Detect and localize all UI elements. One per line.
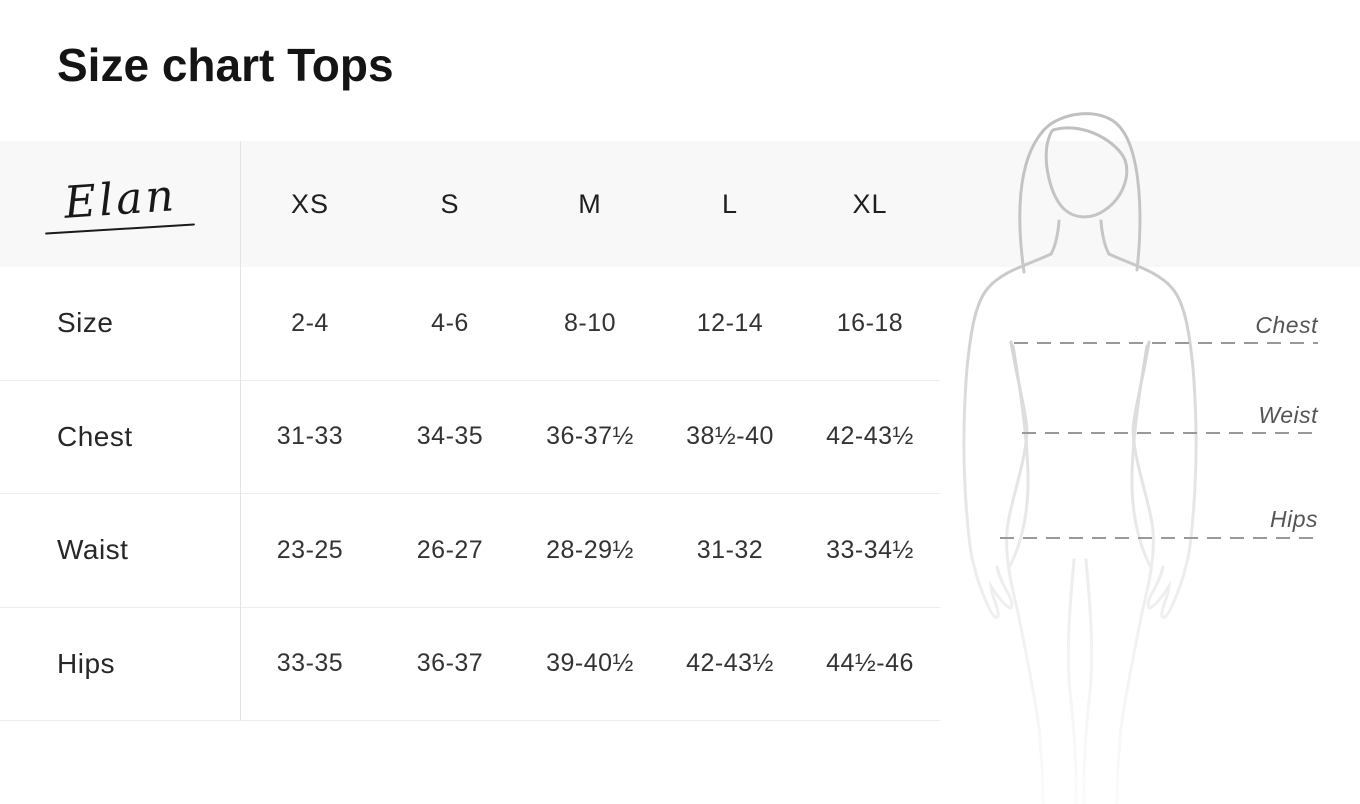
cell-chest-xs: 31-33 [276, 422, 344, 451]
column-header-l: L [721, 188, 739, 219]
figure-hair [1018, 112, 1142, 274]
cell-waist-m: 28-29½ [546, 535, 634, 564]
table-row-size: Size 2-4 4-6 8-10 12-14 16-18 [0, 267, 940, 381]
cell-size-m: 8-10 [563, 308, 617, 337]
figure-dashed-line-hips [1000, 537, 1318, 539]
figure-label-chest: Chest [1255, 312, 1318, 338]
cell-hips-l: 42-43½ [686, 649, 774, 678]
body-figure-illustration [962, 112, 1198, 804]
figure-label-waist: Weist [1258, 402, 1318, 428]
row-label-waist: Waist [57, 534, 129, 566]
column-header-m: M [578, 188, 602, 219]
cell-waist-xl: 33-34½ [826, 535, 914, 564]
cell-size-l: 12-14 [696, 308, 764, 337]
brand-logo: Elan [0, 141, 240, 267]
table-row-hips: Hips 33-35 36-37 39-40½ 42-43½ 44½-46 [0, 608, 940, 721]
cell-chest-xl: 42-43½ [826, 422, 914, 451]
cell-size-xl: 16-18 [836, 308, 904, 337]
row-label-size: Size [57, 307, 114, 339]
figure-dashed-line-waist [1022, 432, 1318, 434]
cell-size-xs: 2-4 [291, 308, 329, 337]
figure-label-hips: Hips [1269, 506, 1318, 532]
cell-hips-xs: 33-35 [276, 649, 344, 678]
column-header-xs: XS [290, 188, 330, 219]
cell-chest-m: 36-37½ [546, 422, 634, 451]
cell-chest-s: 34-35 [416, 422, 484, 451]
table-row-chest: Chest 31-33 34-35 36-37½ 38½-40 42-43½ [0, 381, 940, 494]
figure-neck-right [1099, 219, 1111, 256]
figure-face [1044, 126, 1129, 219]
cell-hips-xl: 44½-46 [826, 649, 914, 678]
figure-inner-leg-right [1082, 558, 1094, 804]
brand-logo-text: Elan [61, 170, 178, 229]
page-title: Size chart Tops [57, 39, 394, 91]
cell-chest-l: 38½-40 [686, 422, 774, 451]
figure-dashed-line-chest [1014, 342, 1318, 344]
cell-waist-s: 26-27 [416, 535, 484, 564]
figure-shoulder-arm-right [1107, 252, 1198, 619]
cell-hips-s: 36-37 [416, 649, 484, 678]
figure-neck-left [1049, 219, 1061, 256]
table-row-waist: Waist 23-25 26-27 28-29½ 31-32 33-34½ [0, 494, 940, 608]
figure-torso-leg-right [1115, 340, 1155, 804]
row-label-hips: Hips [57, 647, 116, 679]
cell-waist-l: 31-32 [696, 535, 764, 564]
size-column-headers: XS S M L XL [240, 141, 940, 267]
figure-torso-leg-left [1005, 340, 1045, 804]
column-header-s: S [440, 188, 460, 219]
column-header-xl: XL [852, 188, 888, 219]
figure-shoulder-arm-left [962, 252, 1053, 619]
table-vertical-divider [240, 141, 241, 721]
row-label-chest: Chest [57, 420, 133, 452]
cell-hips-m: 39-40½ [546, 649, 634, 678]
size-table-body: Size 2-4 4-6 8-10 12-14 16-18 Chest 31-3… [0, 267, 940, 721]
cell-waist-xs: 23-25 [276, 535, 344, 564]
cell-size-s: 4-6 [431, 308, 469, 337]
figure-inner-leg-left [1066, 558, 1078, 804]
